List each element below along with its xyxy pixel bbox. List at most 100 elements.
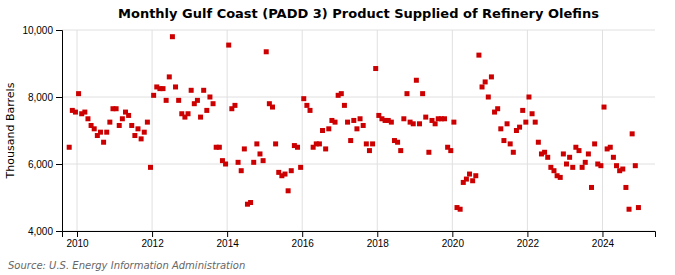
point: [264, 49, 269, 54]
point: [223, 162, 228, 167]
point: [167, 74, 172, 79]
point: [136, 126, 141, 131]
point: [501, 138, 506, 143]
y-tick: 8,000: [28, 92, 62, 103]
x-axis-line: [63, 232, 656, 238]
x-tick-label: 2018: [367, 238, 390, 249]
point: [286, 188, 291, 193]
x-tick: 2022: [517, 231, 540, 249]
point: [345, 120, 350, 125]
y-tick-mark: [56, 231, 62, 232]
point: [351, 118, 356, 123]
x-tick-label: 2020: [442, 238, 465, 249]
point: [367, 148, 372, 153]
grid-line-y: [62, 97, 655, 98]
x-tick-mark: [152, 231, 153, 237]
x-tick-mark: [77, 231, 78, 237]
grid-line-x: [602, 30, 603, 231]
point: [304, 103, 309, 108]
x-tick: 2016: [292, 231, 315, 249]
point: [614, 163, 619, 168]
y-tick-label: 8,000: [28, 92, 53, 103]
y-tick: 10,000: [22, 25, 62, 36]
x-tick-label: 2024: [592, 238, 615, 249]
point: [342, 103, 347, 108]
y-axis-label: Thousand Barrels: [4, 82, 17, 179]
point: [251, 160, 256, 165]
point: [473, 173, 478, 178]
point: [283, 172, 288, 177]
point: [508, 141, 513, 146]
grid-line-x: [302, 30, 303, 231]
point: [417, 121, 422, 126]
point: [423, 115, 428, 120]
point: [151, 93, 156, 98]
point: [580, 165, 585, 170]
point: [602, 105, 607, 110]
x-tick-mark: [452, 231, 453, 237]
point: [273, 141, 278, 146]
point: [85, 116, 90, 121]
point: [132, 133, 137, 138]
point: [323, 146, 328, 151]
x-tick-mark: [227, 231, 228, 237]
point: [411, 121, 416, 126]
plot-area: 201020122014201620182020202220244,0006,0…: [22, 25, 655, 249]
point: [464, 177, 469, 182]
point: [257, 151, 262, 156]
point: [373, 66, 378, 71]
point: [511, 150, 516, 155]
point: [320, 128, 325, 133]
grid-line-x: [77, 30, 78, 231]
point: [170, 34, 175, 39]
grid-line-x: [527, 30, 528, 231]
grid-line-y: [62, 30, 655, 31]
point: [254, 141, 259, 146]
point: [414, 78, 419, 83]
point: [117, 123, 122, 128]
y-tick-label: 4,000: [28, 226, 53, 237]
point: [232, 103, 237, 108]
y-tick-mark: [56, 30, 62, 31]
point: [139, 136, 144, 141]
point: [120, 116, 125, 121]
point: [204, 108, 209, 113]
point: [92, 126, 97, 131]
y-tick-mark: [56, 97, 62, 98]
x-tick: 2020: [442, 231, 465, 249]
point: [101, 140, 106, 145]
x-tick-label: 2014: [217, 238, 240, 249]
point: [530, 111, 535, 116]
point: [592, 141, 597, 146]
point: [348, 138, 353, 143]
point: [567, 155, 572, 160]
point: [82, 110, 87, 115]
point: [189, 88, 194, 93]
point: [301, 96, 306, 101]
point: [401, 116, 406, 121]
point: [404, 91, 409, 96]
point: [551, 168, 556, 173]
point: [636, 205, 641, 210]
point: [67, 145, 72, 150]
x-tick: 2012: [141, 231, 164, 249]
point: [226, 43, 231, 48]
point: [458, 207, 463, 212]
point: [104, 130, 109, 135]
point: [630, 131, 635, 136]
x-tick: 2010: [66, 231, 89, 249]
point: [451, 120, 456, 125]
point: [558, 175, 563, 180]
point: [576, 148, 581, 153]
point: [536, 140, 541, 145]
point: [395, 140, 400, 145]
grid-line-x: [227, 30, 228, 231]
point: [611, 155, 616, 160]
point: [270, 105, 275, 110]
point: [173, 84, 178, 89]
point: [76, 91, 81, 96]
point: [98, 130, 103, 135]
x-tick-label: 2010: [66, 238, 89, 249]
point: [398, 148, 403, 153]
y-tick-label: 10,000: [22, 25, 53, 36]
